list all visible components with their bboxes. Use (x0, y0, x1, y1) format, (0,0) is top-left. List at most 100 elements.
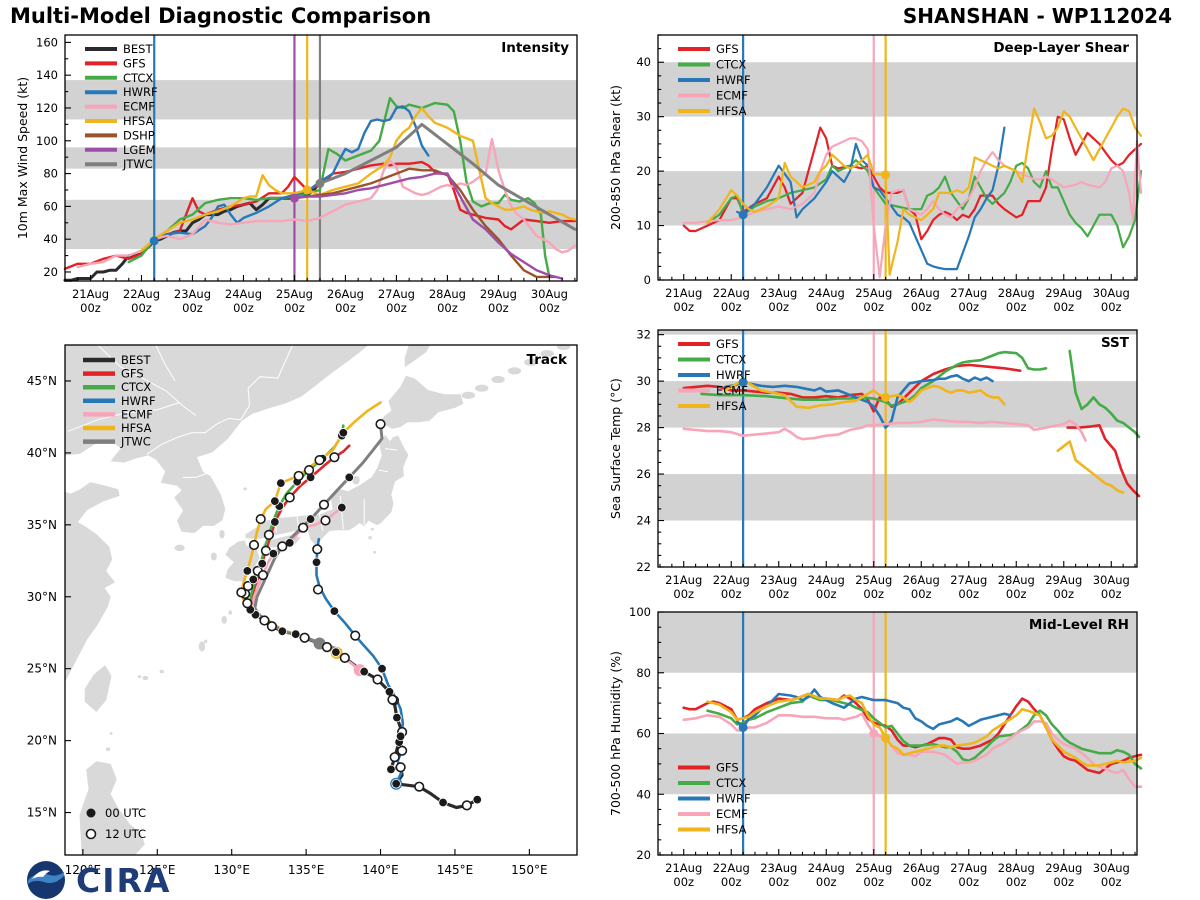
init-dot-LGEM (289, 193, 299, 203)
series-shear-ECMF (682, 137, 1143, 279)
svg-text:23Aug: 23Aug (174, 287, 211, 301)
svg-text:30Aug: 30Aug (1093, 573, 1130, 587)
svg-text:0: 0 (644, 273, 651, 287)
svg-text:22Aug: 22Aug (713, 573, 750, 587)
svg-text:00z: 00z (1053, 875, 1074, 889)
fix-00utc (438, 797, 448, 808)
fix-12utc (329, 452, 340, 463)
svg-text:30: 30 (636, 110, 651, 124)
init-dot-HWRF (738, 377, 748, 387)
legend-label-GFS: GFS (121, 367, 144, 381)
island (370, 527, 374, 531)
fix-00utc (311, 557, 322, 567)
fix-12utc (266, 621, 277, 632)
landmass (379, 374, 465, 430)
svg-text:00z: 00z (673, 300, 694, 314)
legend-label-ECMF: ECMF (121, 407, 153, 421)
fix-00utc (472, 794, 482, 805)
svg-text:00z: 00z (863, 587, 884, 601)
panel-label: Track (527, 352, 568, 368)
fix-00utc (242, 566, 253, 576)
fix-00utc (329, 606, 340, 616)
legend-label-DSHP: DSHP (123, 128, 155, 142)
svg-text:24: 24 (636, 514, 651, 528)
fix-00utc (277, 626, 288, 636)
fix-12utc (255, 513, 266, 525)
svg-text:25Aug: 25Aug (855, 861, 892, 875)
island (524, 358, 538, 366)
fix-00utc (248, 574, 258, 585)
svg-text:00z: 00z (284, 301, 305, 315)
category-band (658, 612, 1137, 673)
svg-text:28Aug: 28Aug (998, 286, 1035, 300)
fix-12utc (242, 580, 254, 592)
svg-text:24Aug: 24Aug (808, 286, 845, 300)
svg-text:21Aug: 21Aug (665, 573, 702, 587)
svg-text:27Aug: 27Aug (950, 861, 987, 875)
svg-text:00z: 00z (673, 587, 694, 601)
fix-12utc (389, 752, 400, 763)
svg-text:20: 20 (636, 164, 651, 178)
legend-label-HFSA: HFSA (716, 399, 747, 413)
fix-00utc (270, 496, 280, 506)
svg-text:130°E: 130°E (213, 863, 250, 877)
legend-label-LGEM: LGEM (123, 143, 156, 157)
series-rh-ECMF (682, 712, 1143, 789)
fix-12utc (461, 800, 472, 811)
svg-text:23Aug: 23Aug (760, 861, 797, 875)
svg-text:21Aug: 21Aug (665, 286, 702, 300)
island (556, 345, 571, 351)
y-axis-label: 10m Max Wind Speed (kt) (15, 77, 30, 239)
svg-text:26Aug: 26Aug (903, 861, 940, 875)
y-axis-label: 700-500 hPa Humidity (%) (608, 651, 623, 816)
svg-text:10: 10 (636, 219, 651, 233)
svg-text:00z: 00z (911, 300, 932, 314)
svg-text:22Aug: 22Aug (713, 286, 750, 300)
svg-text:25°N: 25°N (27, 662, 57, 676)
series-intensity-LGEM (293, 172, 564, 280)
series-sst-HWRF (723, 373, 994, 429)
fix-00utc (338, 428, 349, 438)
legend-label-JTWC: JTWC (122, 157, 153, 171)
svg-text:40: 40 (43, 232, 58, 246)
admin-border (384, 448, 397, 451)
svg-text:00z: 00z (958, 587, 979, 601)
island (475, 384, 489, 392)
svg-text:25Aug: 25Aug (855, 286, 892, 300)
fix-12utc (414, 781, 425, 792)
svg-text:30Aug: 30Aug (531, 287, 568, 301)
landmass (65, 481, 121, 684)
svg-text:00z: 00z (768, 875, 789, 889)
fix-12utc (314, 454, 325, 466)
svg-text:00z: 00z (721, 875, 742, 889)
fix-00utc (270, 517, 280, 527)
init-dot-HWRF (149, 236, 159, 246)
island (203, 639, 208, 644)
legend-label-BEST: BEST (121, 353, 151, 367)
admin-border (97, 345, 197, 416)
admin-border (339, 496, 344, 530)
svg-text:29Aug: 29Aug (1045, 573, 1082, 587)
island (109, 731, 113, 735)
init-dot-HWRF (738, 210, 748, 220)
svg-text:00z: 00z (131, 301, 152, 315)
fix-12utc (321, 642, 333, 653)
svg-text:00z: 00z (721, 587, 742, 601)
legend-label-CTCX: CTCX (716, 776, 746, 790)
series-rh-GFS (682, 692, 1143, 775)
svg-text:00z: 00z (721, 300, 742, 314)
svg-text:29Aug: 29Aug (480, 287, 517, 301)
svg-text:20: 20 (636, 848, 651, 862)
legend-label-HFSA: HFSA (123, 114, 154, 128)
fix-00utc (331, 647, 341, 657)
init-dot-JTWC (315, 178, 325, 188)
island (228, 610, 232, 615)
svg-text:00z: 00z (80, 301, 101, 315)
legend-label-HWRF: HWRF (123, 85, 158, 99)
legend-label-HWRF: HWRF (716, 368, 751, 382)
init-dot-HFSA (302, 185, 312, 195)
legend-label-HFSA: HFSA (121, 421, 152, 435)
svg-text:120°E: 120°E (65, 863, 102, 877)
svg-text:24Aug: 24Aug (808, 573, 845, 587)
legend-label-ECMF: ECMF (123, 100, 155, 114)
